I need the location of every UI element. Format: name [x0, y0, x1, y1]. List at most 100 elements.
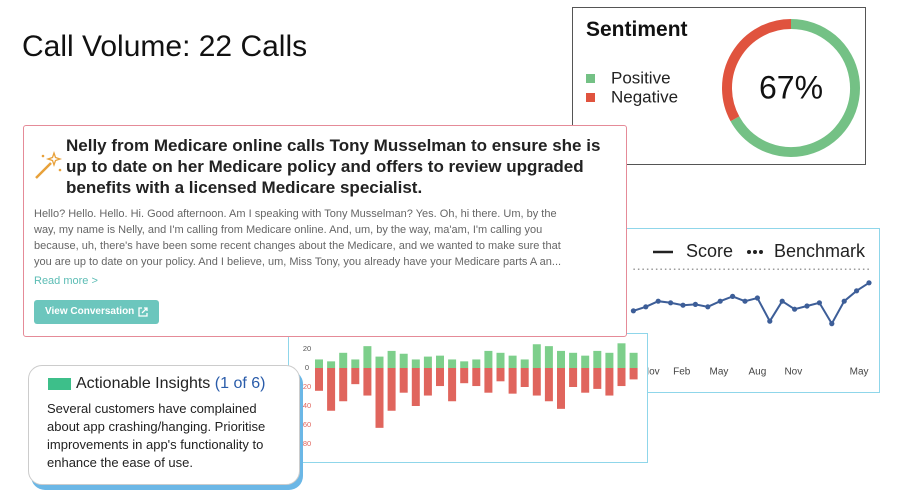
bar	[315, 368, 323, 391]
y-tick-label: 20	[303, 344, 311, 353]
score-point	[754, 295, 760, 301]
bar	[436, 368, 444, 387]
bar	[508, 368, 517, 394]
read-more-link[interactable]: Read more >	[34, 275, 98, 287]
bar	[520, 359, 529, 368]
bar	[460, 368, 469, 384]
legend-label: Score	[686, 241, 733, 261]
score-point	[630, 308, 636, 314]
legend-swatch	[586, 93, 595, 102]
bar	[484, 368, 493, 393]
bar-card: 20 0 20 40 60 80	[288, 333, 648, 463]
bar	[460, 361, 469, 368]
insights-counter: (1 of 6)	[214, 375, 266, 392]
score-point	[804, 303, 810, 309]
bar	[436, 355, 444, 368]
bar	[581, 355, 590, 368]
external-icon	[138, 307, 148, 317]
transcript-line: way, my name is Nelly, and I'm calling f…	[34, 224, 543, 236]
donut-arc	[730, 19, 860, 157]
button-label: View Conversation	[45, 306, 135, 317]
page-title: Call Volume: 22 Calls	[22, 30, 308, 63]
bar	[375, 356, 384, 368]
bar	[472, 368, 481, 387]
bar	[327, 368, 336, 411]
score-point	[742, 298, 748, 304]
bar	[339, 368, 348, 402]
bar	[629, 352, 638, 368]
score-point	[717, 298, 723, 304]
bar	[544, 346, 553, 368]
bar	[351, 359, 360, 368]
bar	[339, 352, 348, 368]
bar	[557, 368, 565, 409]
insights-icon	[48, 378, 71, 390]
transcript: Hello? Hello. Hello. Hi. Good afternoon.…	[34, 206, 561, 270]
sentiment-title: Sentiment	[586, 18, 688, 41]
score-point	[841, 298, 847, 304]
y-tick-label: 80	[303, 439, 311, 448]
bar	[315, 359, 323, 368]
bar	[375, 368, 384, 428]
score-point	[829, 321, 835, 327]
y-tick-label: 60	[303, 420, 311, 429]
y-tick-label: 20	[303, 382, 311, 391]
score-point	[866, 280, 872, 286]
bar	[423, 356, 432, 368]
heading-line: benefits with a licensed Medicare specia…	[66, 178, 423, 197]
x-tick-label: Nov	[642, 367, 660, 378]
bar	[448, 359, 457, 368]
heading-line: Nelly from Medicare online calls Tony Mu…	[66, 136, 601, 155]
center-label: 67%	[759, 69, 823, 105]
x-tick-label: Aug	[749, 367, 767, 378]
transcript-line: Hello? Hello. Hello. Hi. Good afternoon.…	[34, 208, 557, 220]
bar	[581, 368, 590, 393]
x-tick-label: May	[710, 367, 729, 378]
bar	[351, 368, 360, 385]
bar	[399, 353, 408, 368]
heading-line: up to date on her Medicare policy and of…	[66, 157, 584, 176]
score-point	[854, 288, 860, 294]
bar	[327, 361, 336, 368]
bar	[629, 368, 638, 380]
score-point	[779, 298, 785, 304]
score-point	[730, 293, 736, 299]
score-point	[792, 306, 798, 312]
x-tick-label: Nov	[784, 367, 802, 378]
bar	[557, 350, 565, 368]
bar	[605, 352, 614, 368]
bar	[363, 368, 372, 396]
view-conversation-button[interactable]: View Conversation	[34, 300, 159, 324]
bar	[593, 350, 602, 368]
score-point	[643, 304, 649, 310]
bar	[387, 350, 396, 368]
score-point	[767, 318, 773, 324]
score-point	[668, 300, 674, 306]
legend-marker	[759, 250, 763, 254]
x-tick-label: May	[850, 367, 869, 378]
bar	[411, 359, 420, 368]
insight-line: improvements in app's functionality to	[47, 437, 264, 452]
score-point	[816, 300, 822, 306]
legend-label: Benchmark	[774, 241, 866, 261]
bar-chart: 20 0 20 40 60 80	[303, 343, 638, 448]
summary-heading: Nelly from Medicare online calls Tony Mu…	[66, 135, 600, 198]
insight-line: Several customers have complained	[47, 401, 257, 416]
wand-icon	[35, 150, 63, 179]
legend-label: Positive	[611, 68, 671, 87]
bar	[569, 352, 578, 368]
bar	[472, 359, 481, 368]
bar	[508, 355, 517, 368]
donut-arc	[722, 19, 792, 122]
bar	[605, 368, 614, 396]
y-tick-label: 0	[305, 363, 309, 372]
insight-line: about app crashing/hanging. Prioritise	[47, 419, 266, 434]
score-card: Nov Feb May Aug Nov May Score Benchmark	[605, 228, 880, 393]
bar	[544, 368, 553, 402]
bar	[387, 368, 396, 411]
bar	[593, 368, 602, 389]
summary-card: Nelly from Medicare online calls Tony Mu…	[23, 125, 627, 337]
bar	[423, 368, 432, 396]
